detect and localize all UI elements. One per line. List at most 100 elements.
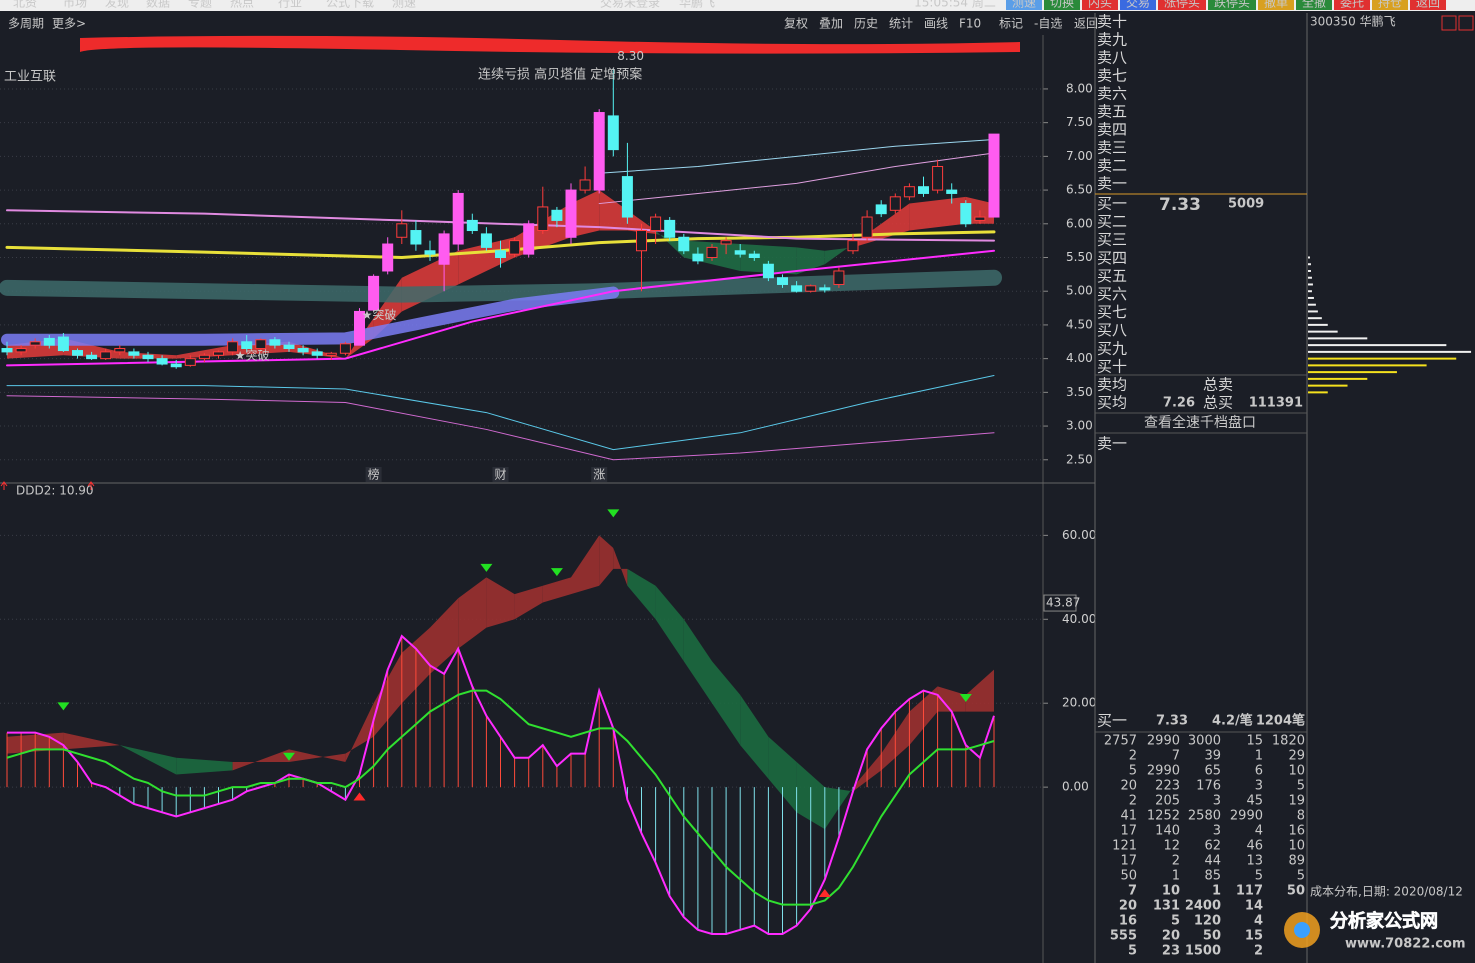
trade-button[interactable] [1208, 0, 1256, 10]
y-tick-label: 4.50 [1066, 317, 1093, 331]
menu-item[interactable]: 测速 [392, 0, 416, 10]
trade-button[interactable] [1296, 0, 1332, 10]
toolbar-item[interactable]: 更多> [52, 17, 86, 31]
candle-body [213, 351, 224, 356]
login-status: 交易未登录 [600, 0, 660, 10]
overlay-line [6, 374, 995, 451]
trade-button[interactable] [1082, 0, 1118, 10]
buy-level: 买一 [1097, 195, 1127, 213]
toolbar-button[interactable]: 复权 [784, 17, 808, 31]
cloud-segment [571, 535, 600, 595]
breakout-marker: ★突破 [362, 307, 397, 322]
candle-body [932, 165, 944, 191]
cloud-segment [937, 686, 966, 712]
trade-button[interactable] [1410, 0, 1446, 10]
sell-signal [480, 563, 493, 572]
event-label[interactable]: 榜 [368, 467, 380, 482]
cloud-segment [655, 230, 684, 258]
toolbar-button[interactable]: 叠加 [819, 17, 843, 31]
total-sell-label: 总卖 [1203, 376, 1233, 394]
trade-button[interactable] [1120, 0, 1156, 10]
cloud-segment [345, 703, 374, 762]
trade-button-label[interactable]: 撤单 [1264, 0, 1288, 10]
candle-body [861, 216, 873, 238]
trade-button-label[interactable]: 跌停买 [1214, 0, 1250, 10]
sell-level: 卖五 [1097, 103, 1127, 121]
cost-title: 成本分布,日期: 2020/08/12 [1310, 885, 1463, 899]
event-label[interactable]: 财 [494, 468, 506, 482]
trade-button[interactable] [1158, 0, 1206, 10]
trade-cell: 2990 [1147, 764, 1180, 779]
toolbar-button[interactable]: 统计 [889, 17, 913, 31]
candle-body [382, 243, 394, 272]
candle-body [537, 206, 549, 232]
menu-item[interactable]: 行业 [278, 0, 302, 10]
trade-button-label[interactable]: 全撤 [1302, 0, 1326, 10]
candle-body [565, 189, 577, 238]
toolbar-button[interactable]: F10 [959, 17, 981, 31]
sell-level: 卖八 [1097, 49, 1127, 67]
toolbar-button[interactable]: 返回 [1074, 17, 1098, 31]
menu-bar [0, 0, 1475, 11]
toolbar-button[interactable]: 标记 [999, 17, 1023, 31]
cloud-segment [542, 577, 571, 603]
trade-button[interactable] [1006, 0, 1042, 10]
menu-item[interactable]: 发现 [105, 0, 129, 10]
panel-icon[interactable] [1441, 15, 1457, 31]
toolbar-button[interactable]: 画线 [924, 17, 948, 31]
candle-body [170, 363, 182, 368]
candle-body [974, 216, 986, 221]
candle-body [960, 203, 972, 225]
candle-body [410, 230, 422, 245]
toolbar-button[interactable]: 历史 [854, 17, 878, 31]
trade-button[interactable] [1258, 0, 1294, 10]
menu-item[interactable]: 公式下载 [326, 0, 374, 10]
sell-signal [550, 568, 563, 577]
trade-cell: 140 [1155, 824, 1180, 839]
y-tick-label: 20.00 [1062, 696, 1096, 710]
trade-cell: 17 [1120, 824, 1137, 839]
buy-level: 买九 [1097, 339, 1127, 357]
trade-button-label[interactable]: 交易 [1126, 0, 1150, 10]
buy-avg-label: 买均 [1097, 394, 1127, 412]
candle-body [339, 343, 351, 354]
buy-signal [353, 792, 366, 801]
candle-body [396, 223, 408, 238]
trade-button-label[interactable]: 委托 [1340, 0, 1364, 10]
trade-button-label[interactable]: 内买 [1088, 0, 1112, 10]
menu-item[interactable]: 市场 [63, 0, 87, 10]
sell-level: 卖十 [1097, 13, 1127, 31]
event-label[interactable]: 涨 [593, 467, 605, 482]
candle-body [72, 350, 83, 356]
overlay-line [0, 269, 1002, 303]
trade-button[interactable] [1044, 0, 1080, 10]
panel-icon[interactable] [1458, 15, 1474, 31]
trade-button-label[interactable]: 返回 [1416, 0, 1440, 10]
menu-item[interactable]: 专题 [188, 0, 212, 10]
trade-button-label[interactable]: 测速 [1012, 0, 1036, 10]
trade-button[interactable] [1372, 0, 1408, 10]
menu-item[interactable]: 北资 [13, 0, 37, 10]
cloud-segment [627, 210, 656, 234]
event-badge [492, 467, 509, 482]
candle-body [579, 179, 591, 191]
candle-body [988, 133, 1000, 218]
trade-cell: 2 [1172, 854, 1180, 869]
toolbar-button[interactable]: -自选 [1034, 17, 1062, 31]
cloud-segment [599, 535, 614, 586]
menu-item[interactable]: 数据 [146, 0, 170, 10]
toolbar-item[interactable]: 多周期 [8, 17, 44, 31]
candle-body [946, 189, 958, 194]
depth-link[interactable]: 查看全速千档盘口 [1144, 414, 1256, 431]
candle-body [29, 341, 41, 346]
event-badge [591, 467, 608, 482]
menu-item[interactable]: 热点 [230, 0, 254, 10]
trade-button[interactable] [1334, 0, 1370, 10]
trade-button-label[interactable]: 持仓 [1378, 0, 1402, 10]
trade-cell: 20 [1120, 779, 1137, 794]
trade-cell: 117 [1236, 884, 1263, 899]
trade-button-label[interactable]: 切换 [1050, 0, 1074, 10]
trade-button-label[interactable]: 涨停买 [1164, 0, 1200, 10]
watermark-url: www.70822.com [1345, 937, 1466, 952]
